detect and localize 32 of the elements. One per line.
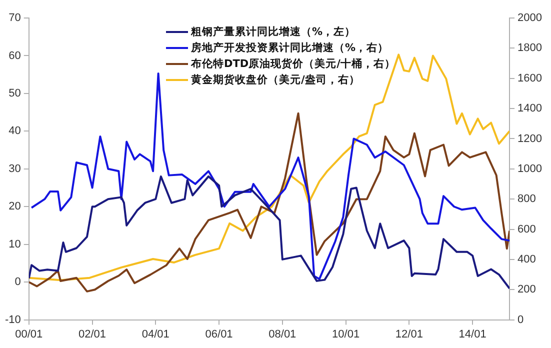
y2-tick-label: 1800 — [518, 42, 542, 54]
y-tick-label: -10 — [4, 314, 21, 326]
y-tick-label: 20 — [8, 200, 21, 213]
x-tick-label: 10/01 — [332, 328, 360, 340]
legend-label: 粗钢产量累计同比增速（%，左） — [191, 25, 356, 40]
y2-tick-label: 2000 — [518, 12, 542, 24]
x-tick-label: 14/01 — [458, 328, 486, 340]
x-tick-label: 12/01 — [395, 328, 423, 340]
y-tick-label: 10 — [8, 238, 21, 250]
y-tick-label: 60 — [8, 50, 21, 62]
x-tick-label: 00/01 — [15, 328, 43, 340]
x-tick-label: 02/01 — [78, 328, 106, 340]
y-tick-label: 0 — [14, 276, 21, 288]
y-tick-label: 70 — [8, 12, 21, 24]
y2-tick-label: 1000 — [518, 162, 542, 175]
y2-tick-label: 400 — [518, 253, 536, 266]
legend-label: 布伦特DTD原油现货价（美元/十桶，右） — [191, 56, 396, 72]
y2-tick-label: 1600 — [518, 72, 542, 84]
y2-tick-label: 600 — [518, 223, 536, 236]
x-tick-label: 04/01 — [142, 328, 170, 340]
y-tick-label: 50 — [8, 87, 21, 100]
y2-tick-label: 200 — [518, 284, 536, 296]
y-tick-label: 40 — [8, 125, 21, 138]
y2-tick-label: 800 — [518, 193, 536, 206]
y2-tick-label: 0 — [518, 314, 524, 326]
y-tick-label: 30 — [8, 162, 21, 175]
legend-label: 黄金期货收盘价（美元/盎司，右） — [191, 72, 360, 88]
x-tick-label: 08/01 — [268, 328, 296, 340]
y2-tick-label: 1200 — [518, 132, 542, 145]
legend-label: 房地产开发投资累计同比增速（%，右） — [191, 40, 389, 56]
y2-tick-label: 1400 — [518, 102, 542, 115]
x-tick-label: 06/01 — [205, 328, 233, 340]
